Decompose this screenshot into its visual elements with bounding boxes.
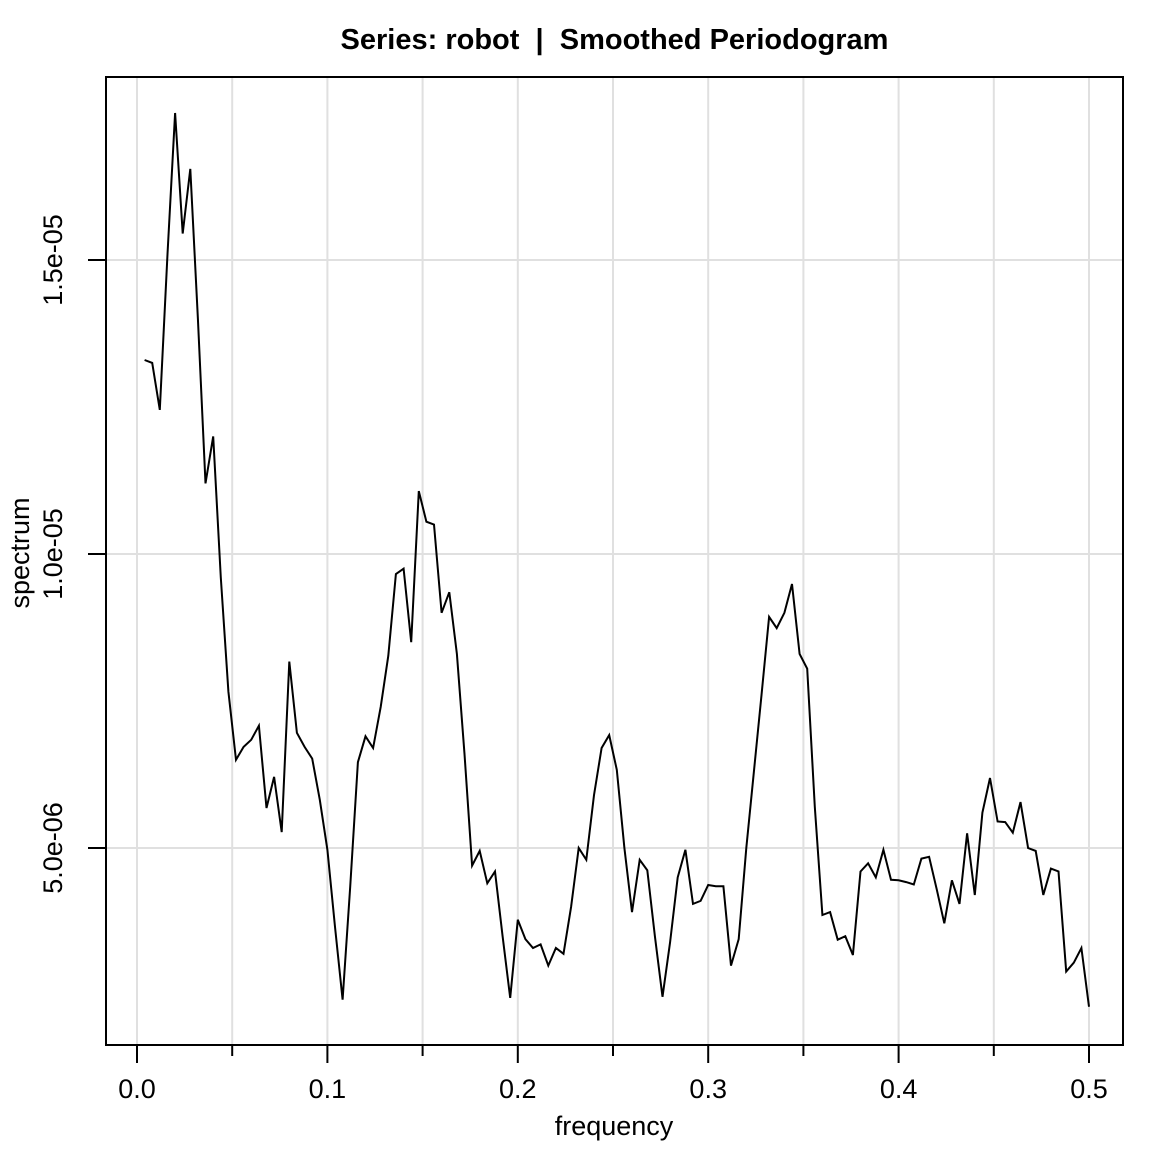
x-axis-title: frequency bbox=[555, 1111, 674, 1141]
x-tick-label: 0.0 bbox=[118, 1074, 156, 1104]
y-tick-label: 1.5e-05 bbox=[38, 214, 68, 306]
x-tick-label: 0.5 bbox=[1070, 1074, 1108, 1104]
chart-title: Series: robot | Smoothed Periodogram bbox=[340, 24, 889, 56]
gridlines bbox=[106, 77, 1123, 1045]
spectrum-line bbox=[144, 112, 1090, 1007]
plot-box bbox=[105, 76, 1124, 1046]
spectrum-curve-group bbox=[144, 112, 1090, 1007]
y-tick-label: 1.0e-05 bbox=[38, 508, 68, 600]
x-tick-label: 0.4 bbox=[880, 1074, 918, 1104]
x-tick-label: 0.1 bbox=[309, 1074, 347, 1104]
x-tick-label: 0.3 bbox=[689, 1074, 727, 1104]
axis-tick-labels: 0.0 0.1 0.2 0.3 0.4 0.5 5.0e-06 1.0e-05 1.5e-05 bbox=[38, 214, 1108, 1104]
x-tick-label: 0.2 bbox=[499, 1074, 537, 1104]
axis-ticks bbox=[88, 259, 1090, 1063]
y-axis-title: spectrum bbox=[5, 497, 35, 608]
y-tick-label: 5.0e-06 bbox=[38, 802, 68, 894]
